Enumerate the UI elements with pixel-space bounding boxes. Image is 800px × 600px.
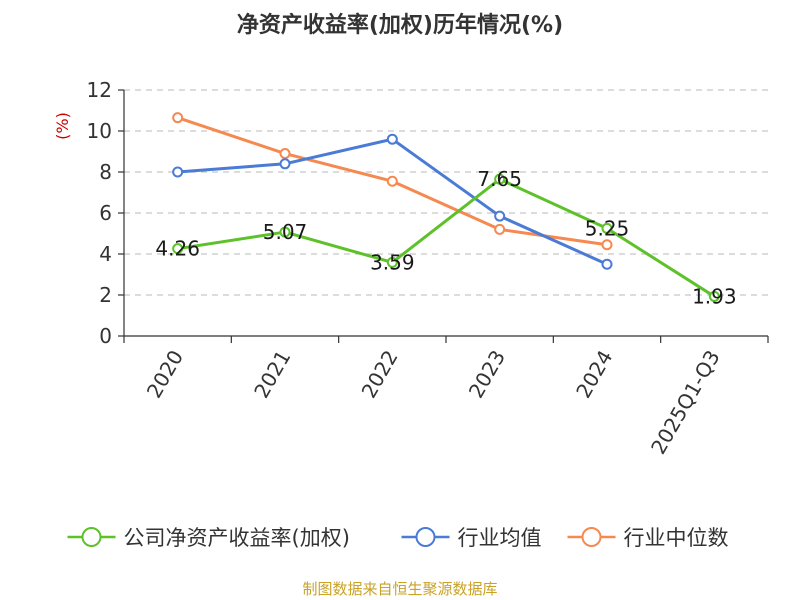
data-point: [386, 175, 398, 187]
data-label: 5.07: [263, 220, 308, 244]
data-label: 4.26: [155, 237, 200, 261]
y-axis-label: (%): [53, 112, 72, 140]
legend: 公司净资产收益率(加权) 行业均值 行业中位数: [67, 526, 729, 550]
data-point: [494, 223, 506, 235]
legend-item: 行业均值: [401, 526, 542, 550]
legend-label: 公司净资产收益率(加权): [124, 526, 350, 550]
series-line: [177, 177, 716, 298]
data-label: 7.65: [477, 167, 522, 191]
data-point: [601, 222, 613, 234]
y-tick-label: 10: [87, 119, 112, 143]
x-tick-label: 2022: [356, 346, 402, 402]
y-tick-label: 12: [87, 78, 112, 102]
series-lines: [172, 112, 720, 302]
data-point: [601, 239, 613, 251]
source-note: 制图数据来自恒生聚源数据库: [302, 580, 497, 598]
data-point: [601, 258, 613, 270]
data-point: [172, 112, 184, 124]
legend-label: 行业中位数: [624, 526, 729, 550]
x-tick-label: 2020: [142, 346, 188, 402]
x-tick-label: 2023: [464, 346, 510, 402]
data-label: 3.59: [370, 250, 415, 274]
y-tick-label: 8: [99, 160, 112, 184]
y-tick-label: 0: [99, 324, 112, 348]
data-point: [494, 173, 506, 185]
y-tick-label: 4: [99, 242, 112, 266]
chart-title: 净资产收益率(加权)历年情况(%): [237, 12, 563, 38]
data-point: [279, 158, 291, 170]
data-point: [172, 166, 184, 178]
y-tick-label: 6: [99, 201, 112, 225]
legend-marker: [415, 527, 436, 547]
legend-item: 公司净资产收益率(加权): [67, 526, 350, 550]
axes: 0 2 4 6 8 10 12 2020 2021 2022 2023 2024 2025Q1-Q3: [87, 78, 769, 458]
data-label: 1.93: [692, 284, 737, 308]
data-point: [172, 243, 184, 255]
legend-item: 行业中位数: [567, 526, 729, 550]
data-labels: 4.26 5.07 3.59 7.65 5.25 1.93: [155, 167, 736, 308]
data-point: [386, 133, 398, 145]
data-label: 5.25: [585, 216, 630, 240]
series-line: [177, 137, 608, 266]
data-point: [386, 256, 398, 268]
x-tick-label: 2024: [571, 346, 617, 402]
x-tick-label: 2025Q1-Q3: [646, 346, 725, 458]
x-tick-label: 2021: [249, 346, 295, 402]
data-point: [279, 148, 291, 160]
data-point: [708, 290, 720, 302]
data-point: [494, 210, 506, 222]
y-tick-label: 2: [99, 283, 112, 307]
legend-label: 行业均值: [458, 526, 542, 550]
data-point: [279, 226, 291, 238]
legend-marker: [581, 527, 602, 547]
legend-marker: [81, 527, 102, 547]
grid-lines: [124, 89, 768, 296]
